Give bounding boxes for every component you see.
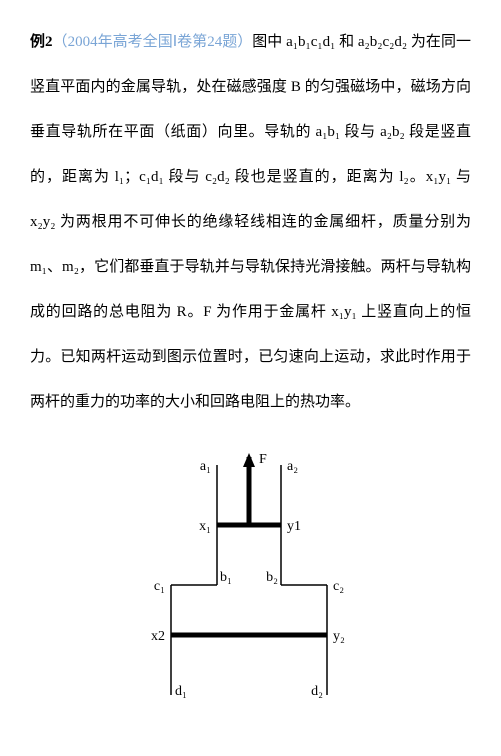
svg-text:a₂: a₂ bbox=[287, 459, 298, 474]
svg-text:y1: y1 bbox=[287, 519, 301, 534]
svg-text:c₂: c₂ bbox=[333, 579, 344, 594]
svg-text:d₁: d₁ bbox=[175, 684, 187, 699]
svg-text:F: F bbox=[259, 452, 267, 467]
problem-header: 例2（2004年高考全国Ⅰ卷第24题）图中 a₁b₁c₁d₁ 和 a₂b₂c₂d… bbox=[30, 20, 471, 425]
svg-text:y₂: y₂ bbox=[333, 629, 345, 644]
circuit-diagram: Fa₁ a₂ x₁ y1 b₁ b₂ c₁ c₂ x2 y₂ d₁ d₂ bbox=[30, 445, 471, 705]
svg-text:b₂: b₂ bbox=[266, 570, 278, 585]
problem-text-inline: 图中 a₁b₁c₁d₁ 和 a₂b₂c₂d₂ 为在同一竖直平面内的金属导轨，处在… bbox=[30, 34, 471, 410]
svg-text:c₁: c₁ bbox=[153, 579, 164, 594]
problem-source: （2004年高考全国Ⅰ卷第24题） bbox=[53, 34, 253, 50]
svg-text:a₁: a₁ bbox=[199, 459, 210, 474]
svg-text:b₁: b₁ bbox=[220, 570, 232, 585]
svg-text:x2: x2 bbox=[151, 629, 165, 644]
example-number: 例2 bbox=[30, 34, 53, 50]
rail-diagram-svg: Fa₁ a₂ x₁ y1 b₁ b₂ c₁ c₂ x2 y₂ d₁ d₂ bbox=[141, 445, 361, 705]
svg-text:d₂: d₂ bbox=[311, 684, 323, 699]
svg-text:x₁: x₁ bbox=[199, 519, 211, 534]
